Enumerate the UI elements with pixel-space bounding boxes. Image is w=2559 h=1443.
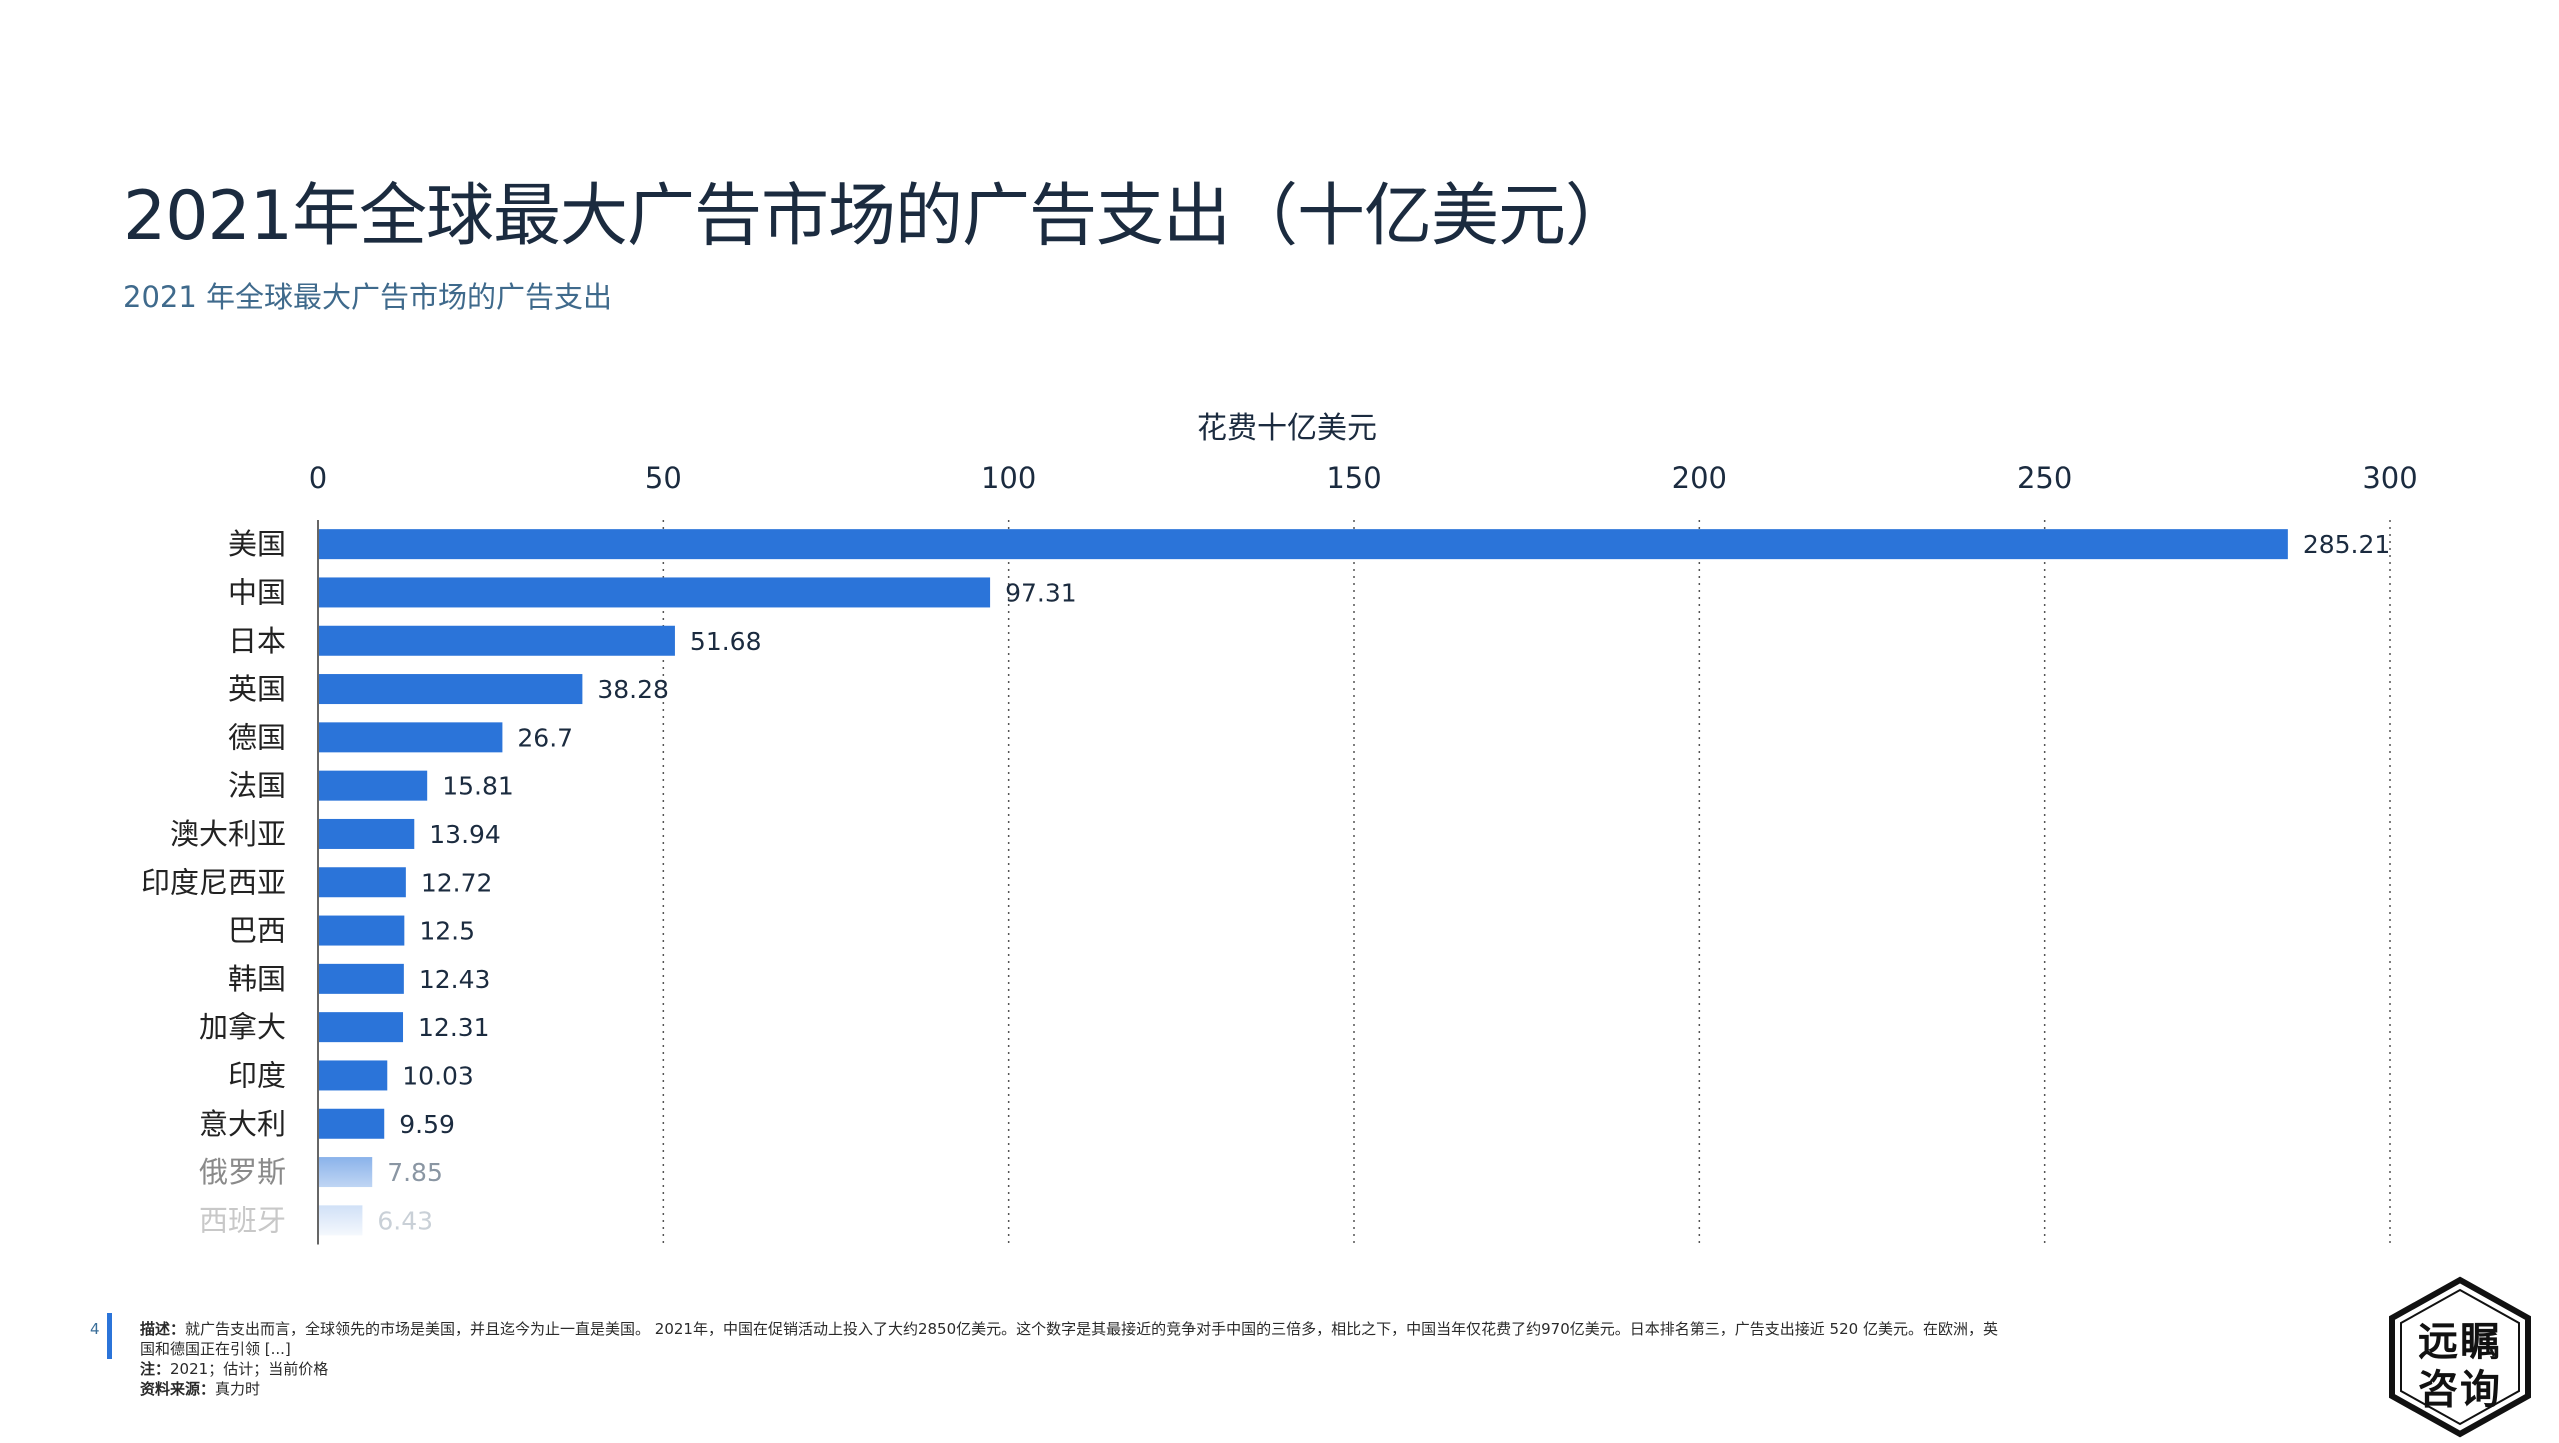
logo-line2: 咨询 <box>2418 1366 2502 1413</box>
x-tick-label: 100 <box>981 461 1036 495</box>
x-tick-label: 200 <box>1672 461 1727 495</box>
bar <box>319 770 428 801</box>
chart-subtitle: 2021 年全球最大广告市场的广告支出 <box>123 280 613 314</box>
bar-value-label: 12.43 <box>419 965 491 994</box>
category-label: 澳大利亚 <box>170 817 286 851</box>
bar <box>319 529 2288 560</box>
bar <box>319 1012 404 1043</box>
bar-value-label: 38.28 <box>597 675 669 704</box>
bar <box>319 1205 363 1236</box>
page-number: 4 <box>90 1320 100 1338</box>
bar-value-label: 285.21 <box>2303 530 2390 559</box>
footer-description: 描述：就广告支出而言，全球领先的市场是美国，并且迄今为止一直是美国。 2021年… <box>140 1320 1998 1338</box>
category-label: 法国 <box>228 769 286 803</box>
bar-value-label: 12.5 <box>419 917 475 946</box>
bar-value-label: 12.72 <box>421 868 493 897</box>
bar-value-label: 97.31 <box>1005 578 1077 607</box>
category-label: 英国 <box>228 672 286 706</box>
bar-value-label: 51.68 <box>690 627 762 656</box>
category-label: 巴西 <box>228 914 286 948</box>
category-label: 日本 <box>228 624 286 658</box>
hexagon-logo-icon <box>2389 1276 2531 1438</box>
page-title: 2021年全球最大广告市场的广告支出（十亿美元） <box>123 177 1633 256</box>
bar <box>319 818 415 849</box>
x-tick-label: 50 <box>645 461 682 495</box>
bar-value-label: 9.59 <box>399 1110 455 1139</box>
bar <box>319 1108 385 1139</box>
bar <box>319 625 675 656</box>
bar <box>319 1157 373 1188</box>
category-label: 意大利 <box>199 1107 286 1141</box>
bar-value-label: 7.85 <box>387 1158 443 1187</box>
x-tick-label: 150 <box>1326 461 1381 495</box>
footer-notes: 描述：就广告支出而言，全球领先的市场是美国，并且迄今为止一直是美国。 2021年… <box>140 1319 2140 1399</box>
category-label: 中国 <box>228 575 286 609</box>
footer-source: 资料来源：真力时 <box>140 1380 261 1398</box>
company-logo: 远瞩 咨询 <box>2385 1275 2535 1439</box>
x-tick-label: 300 <box>2362 461 2417 495</box>
bar <box>319 915 405 946</box>
x-axis-label: 花费十亿美元 <box>1197 411 1377 446</box>
category-label: 俄罗斯 <box>199 1155 286 1189</box>
bar <box>319 1060 388 1091</box>
bar-value-label: 12.31 <box>418 1013 490 1042</box>
footer-accent-bar <box>107 1313 112 1359</box>
bar-value-label: 10.03 <box>402 1061 474 1090</box>
bar-value-label: 6.43 <box>377 1206 433 1235</box>
bar <box>319 674 583 705</box>
bar <box>319 867 406 898</box>
category-label: 印度 <box>228 1058 286 1092</box>
bar <box>319 577 991 608</box>
category-label: 韩国 <box>228 962 286 996</box>
logo-line1: 远瞩 <box>2418 1318 2502 1365</box>
bar <box>319 963 404 994</box>
x-tick-label: 0 <box>309 461 327 495</box>
footer-note: 注：2021；估计；当前价格 <box>140 1360 329 1378</box>
bar-value-label: 13.94 <box>429 820 501 849</box>
footer-description-cont: 国和德国正在引领 [...] <box>140 1340 291 1358</box>
category-label: 美国 <box>228 527 286 561</box>
category-label: 德国 <box>228 720 286 754</box>
bar-chart: 花费十亿美元 0 50 100 150 200 250 300 美国 285.21 中国 97.3… <box>141 411 2418 1245</box>
bar-value-label: 26.7 <box>517 723 573 752</box>
bar-value-label: 15.81 <box>442 772 514 801</box>
category-label: 西班牙 <box>199 1203 286 1237</box>
x-tick-label: 250 <box>2017 461 2072 495</box>
category-label: 加拿大 <box>199 1010 286 1044</box>
bar <box>319 722 503 753</box>
category-label: 印度尼西亚 <box>141 865 286 899</box>
